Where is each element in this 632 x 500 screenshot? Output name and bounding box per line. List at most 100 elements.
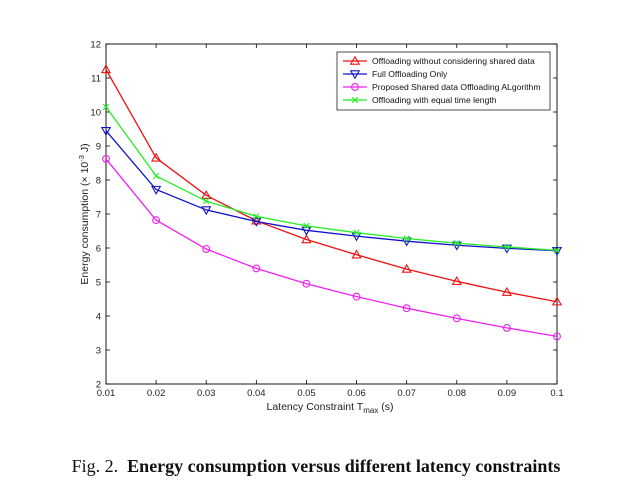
caption-label: Fig. 2. [71,456,119,476]
series-1-point [150,152,162,162]
series-1-point [551,296,563,306]
series-3 [102,154,561,341]
series-4-point [152,172,160,180]
x-tick-label: 0.04 [247,388,266,399]
series-2-point [150,185,162,195]
series-4-point-stroke-b [503,243,511,251]
series-4-point [203,197,210,205]
series-3-point [202,245,211,253]
x-tick-label: 0.03 [197,388,216,399]
series-2-point [301,226,312,236]
series-layer [100,64,563,341]
series-3-point [502,323,511,332]
y-tick-label: 8 [96,176,101,187]
series-4-point [253,213,260,220]
series-4-line [105,106,558,252]
series-4-point-stroke-b [303,222,310,230]
x-axis-label-unit: (s) [378,401,393,413]
y-axis-label-text: Energy consumption (× 10 [79,162,91,285]
y-tick-label: 6 [96,244,101,255]
series-4 [102,103,561,254]
y-tick-label: 5 [96,278,101,289]
x-tick-label: 0.1 [550,388,563,399]
series-1-point [301,234,312,244]
x-axis-label-sub: max [363,406,378,415]
series-2-point [551,247,563,257]
series-4-point [553,247,561,254]
legend-entry: Offloading without considering shared da… [372,56,535,66]
series-3-point [102,154,110,163]
y-tick-label: 10 [90,108,101,119]
series-4-point-stroke-b [102,103,110,111]
series-1-point [451,276,462,286]
legend-entry: Offloading with equal time length [372,95,497,105]
series-3-point [452,314,461,323]
x-tick-label: 0.02 [147,388,166,399]
series-4-point-stroke-b [152,172,160,180]
y-tick-label: 2 [96,380,101,391]
legend-box [336,51,551,111]
y-axis-label: Energy consumption (× 10-3 J) [77,143,91,284]
x-tick-label: 0.07 [397,388,416,399]
series-4-point [303,222,310,230]
x-axis-label-text: Latency Constraint T [267,401,364,413]
y-tick-label: 4 [96,312,101,323]
caption-text: Energy consumption versus different late… [127,456,561,476]
x-tick-label: 0.09 [498,388,517,399]
legend-entry: Full Offloading Only [372,69,448,79]
series-2-point [100,127,112,137]
legend: Offloading without considering shared da… [336,51,551,111]
series-3-line [105,158,558,338]
series-2-line [105,130,558,252]
series-2-point [251,217,262,227]
figure-caption: Fig. 2. Energy consumption versus differ… [0,456,632,477]
x-tick-label: 0.01 [97,388,116,399]
series-1-point [100,64,112,74]
legend-swatch-marker [349,55,361,65]
series-2-point [201,206,212,216]
series-4-point [403,235,410,242]
x-tick-label: 0.08 [448,388,467,399]
series-4-point-stroke-b [453,240,460,247]
legend-entry: Proposed Shared data Offloading ALgorith… [372,82,541,92]
series-4-point [353,229,360,236]
series-1-point [251,215,262,225]
legend-swatch-marker [349,70,361,80]
energy-chart: 0.01 0.02 0.03 0.04 0.05 0.06 0.07 0.08 0.09 0.1 2… [77,40,564,416]
series-3-point [302,279,311,288]
series-1-point [401,263,412,273]
y-tick-label: 9 [96,142,101,153]
x-tick-label: 0.06 [347,388,366,399]
x-tick-label: 0.05 [297,388,316,399]
series-3-point [252,264,261,273]
y-axis-label-sup: -3 [77,155,86,162]
series-3-point [352,292,361,301]
series-3-point [553,332,561,341]
series-1-point [351,249,362,259]
series-4-point-stroke-b [553,247,561,254]
y-tick-label: 3 [96,346,101,357]
y-tick-label: 11 [91,74,101,85]
series-4-point-stroke-b [203,197,210,205]
legend-swatch-marker-stroke-b [351,96,359,104]
plot-area: 0.01 0.02 0.03 0.04 0.05 0.06 0.07 0.08 0.09 0.1 2… [90,40,563,400]
y-tick-label: 7 [96,210,101,221]
y-tick-label: 12 [90,40,101,51]
series-1 [100,64,563,306]
series-3-point [152,216,161,225]
series-4-point-stroke-b [253,213,260,220]
legend-swatch-marker [351,96,359,104]
series-4-point [102,103,110,111]
legend-swatch-marker [351,83,359,91]
series-4-point [503,243,511,251]
series-1-point [501,286,513,296]
series-4-point-stroke-b [353,229,360,236]
series-2 [100,127,563,257]
series-3-point [402,304,411,313]
series-1-line [105,69,558,303]
x-axis-label: Latency Constraint Tmax (s) [267,401,394,415]
series-4-point [453,240,460,247]
series-1-point [201,189,212,199]
series-4-point-stroke-b [403,235,410,242]
y-axis-label-unit: J) [79,143,91,155]
